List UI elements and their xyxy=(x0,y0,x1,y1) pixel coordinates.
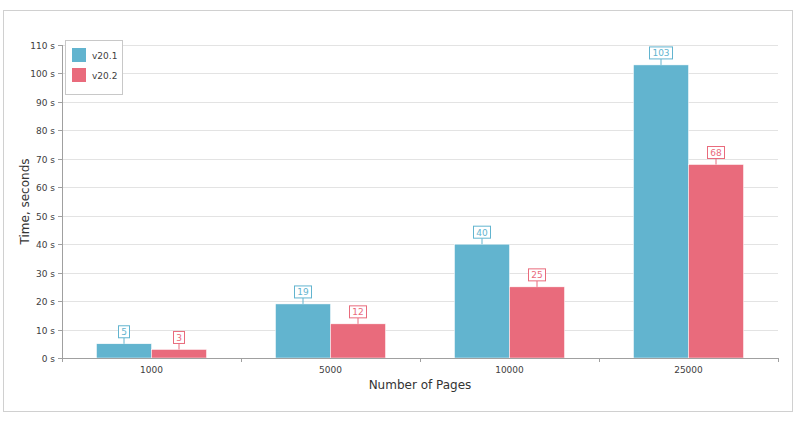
bar xyxy=(152,349,207,358)
bar xyxy=(510,287,565,358)
y-tick xyxy=(58,244,62,245)
y-tick-label: 40 s xyxy=(36,240,55,250)
y-axis xyxy=(62,45,63,358)
y-tick xyxy=(58,45,62,46)
y-tick-label: 50 s xyxy=(36,212,55,222)
y-tick-label: 100 s xyxy=(30,69,55,79)
label-box xyxy=(529,269,546,281)
x-tick-label: 1000 xyxy=(140,365,163,375)
legend-label: v20.2 xyxy=(92,71,117,81)
data-label: 25 xyxy=(531,270,542,280)
y-tick-label: 0 s xyxy=(42,354,56,364)
y-tick xyxy=(58,159,62,160)
label-connector xyxy=(179,343,180,349)
x-tick xyxy=(241,358,242,362)
bar xyxy=(455,244,510,358)
bar xyxy=(634,65,689,358)
label-connector xyxy=(661,59,662,65)
bar xyxy=(331,324,386,358)
label-connector xyxy=(124,338,125,344)
data-label: 3 xyxy=(176,333,182,343)
y-tick xyxy=(58,358,62,359)
grid xyxy=(62,46,778,359)
label-box xyxy=(708,147,725,159)
label-connector xyxy=(303,298,304,304)
y-tick xyxy=(58,102,62,103)
bar xyxy=(276,304,331,358)
chart: 0 s 10 s 20 s 30 s 40 s 50 s 60 s 70 s 80 s 90 s 1… xyxy=(0,0,796,427)
y-axis-title: Time, seconds xyxy=(18,158,32,245)
label-box xyxy=(350,306,367,318)
grid-line xyxy=(62,45,778,46)
y-tick-label: 20 s xyxy=(36,297,55,307)
x-tick xyxy=(420,358,421,362)
legend: v20.1 v20.2 xyxy=(66,41,123,95)
y-tick-label: 80 s xyxy=(36,126,55,136)
label-connector xyxy=(358,318,359,324)
y-tick-label: 70 s xyxy=(36,155,55,165)
y-tick xyxy=(58,301,62,302)
data-label: 40 xyxy=(476,228,488,238)
data-label: 19 xyxy=(297,287,309,297)
label-box xyxy=(295,286,312,298)
y-tick-label: 30 s xyxy=(36,269,55,279)
x-tick xyxy=(599,358,600,362)
y-tick xyxy=(58,130,62,131)
label-connector xyxy=(716,159,717,165)
data-labels: 5 19 40 103 3 12 25 68 xyxy=(119,47,725,350)
label-connector xyxy=(537,281,538,287)
x-tick-label: 25000 xyxy=(674,365,703,375)
x-tick-label: 10000 xyxy=(495,365,524,375)
bar xyxy=(97,344,152,358)
label-connector xyxy=(482,238,483,244)
y-tick-label: 10 s xyxy=(36,326,55,336)
data-label: 103 xyxy=(652,48,669,58)
y-tick-label: 110 s xyxy=(30,41,55,51)
bars xyxy=(97,65,744,358)
data-label: 68 xyxy=(710,148,722,158)
data-label: 12 xyxy=(352,307,363,317)
y-tick-label: 60 s xyxy=(36,183,55,193)
legend-box xyxy=(66,41,123,95)
label-box xyxy=(119,326,130,338)
x-tick xyxy=(62,358,63,362)
y-tick xyxy=(58,273,62,274)
legend-swatch xyxy=(72,48,86,62)
x-tick-label: 5000 xyxy=(319,365,342,375)
y-tick-label: 90 s xyxy=(36,98,55,108)
y-tick xyxy=(58,187,62,188)
legend-label: v20.1 xyxy=(92,51,117,61)
y-tick xyxy=(58,330,62,331)
x-tick xyxy=(778,358,779,362)
y-tick xyxy=(58,216,62,217)
data-label: 5 xyxy=(121,327,127,337)
outer-border xyxy=(4,11,793,412)
bar xyxy=(689,165,744,358)
y-tick xyxy=(58,73,62,74)
label-box xyxy=(174,331,185,343)
legend-swatch xyxy=(72,68,86,82)
label-box xyxy=(650,47,673,59)
x-axis-title: Number of Pages xyxy=(369,378,472,392)
label-box xyxy=(474,226,491,238)
